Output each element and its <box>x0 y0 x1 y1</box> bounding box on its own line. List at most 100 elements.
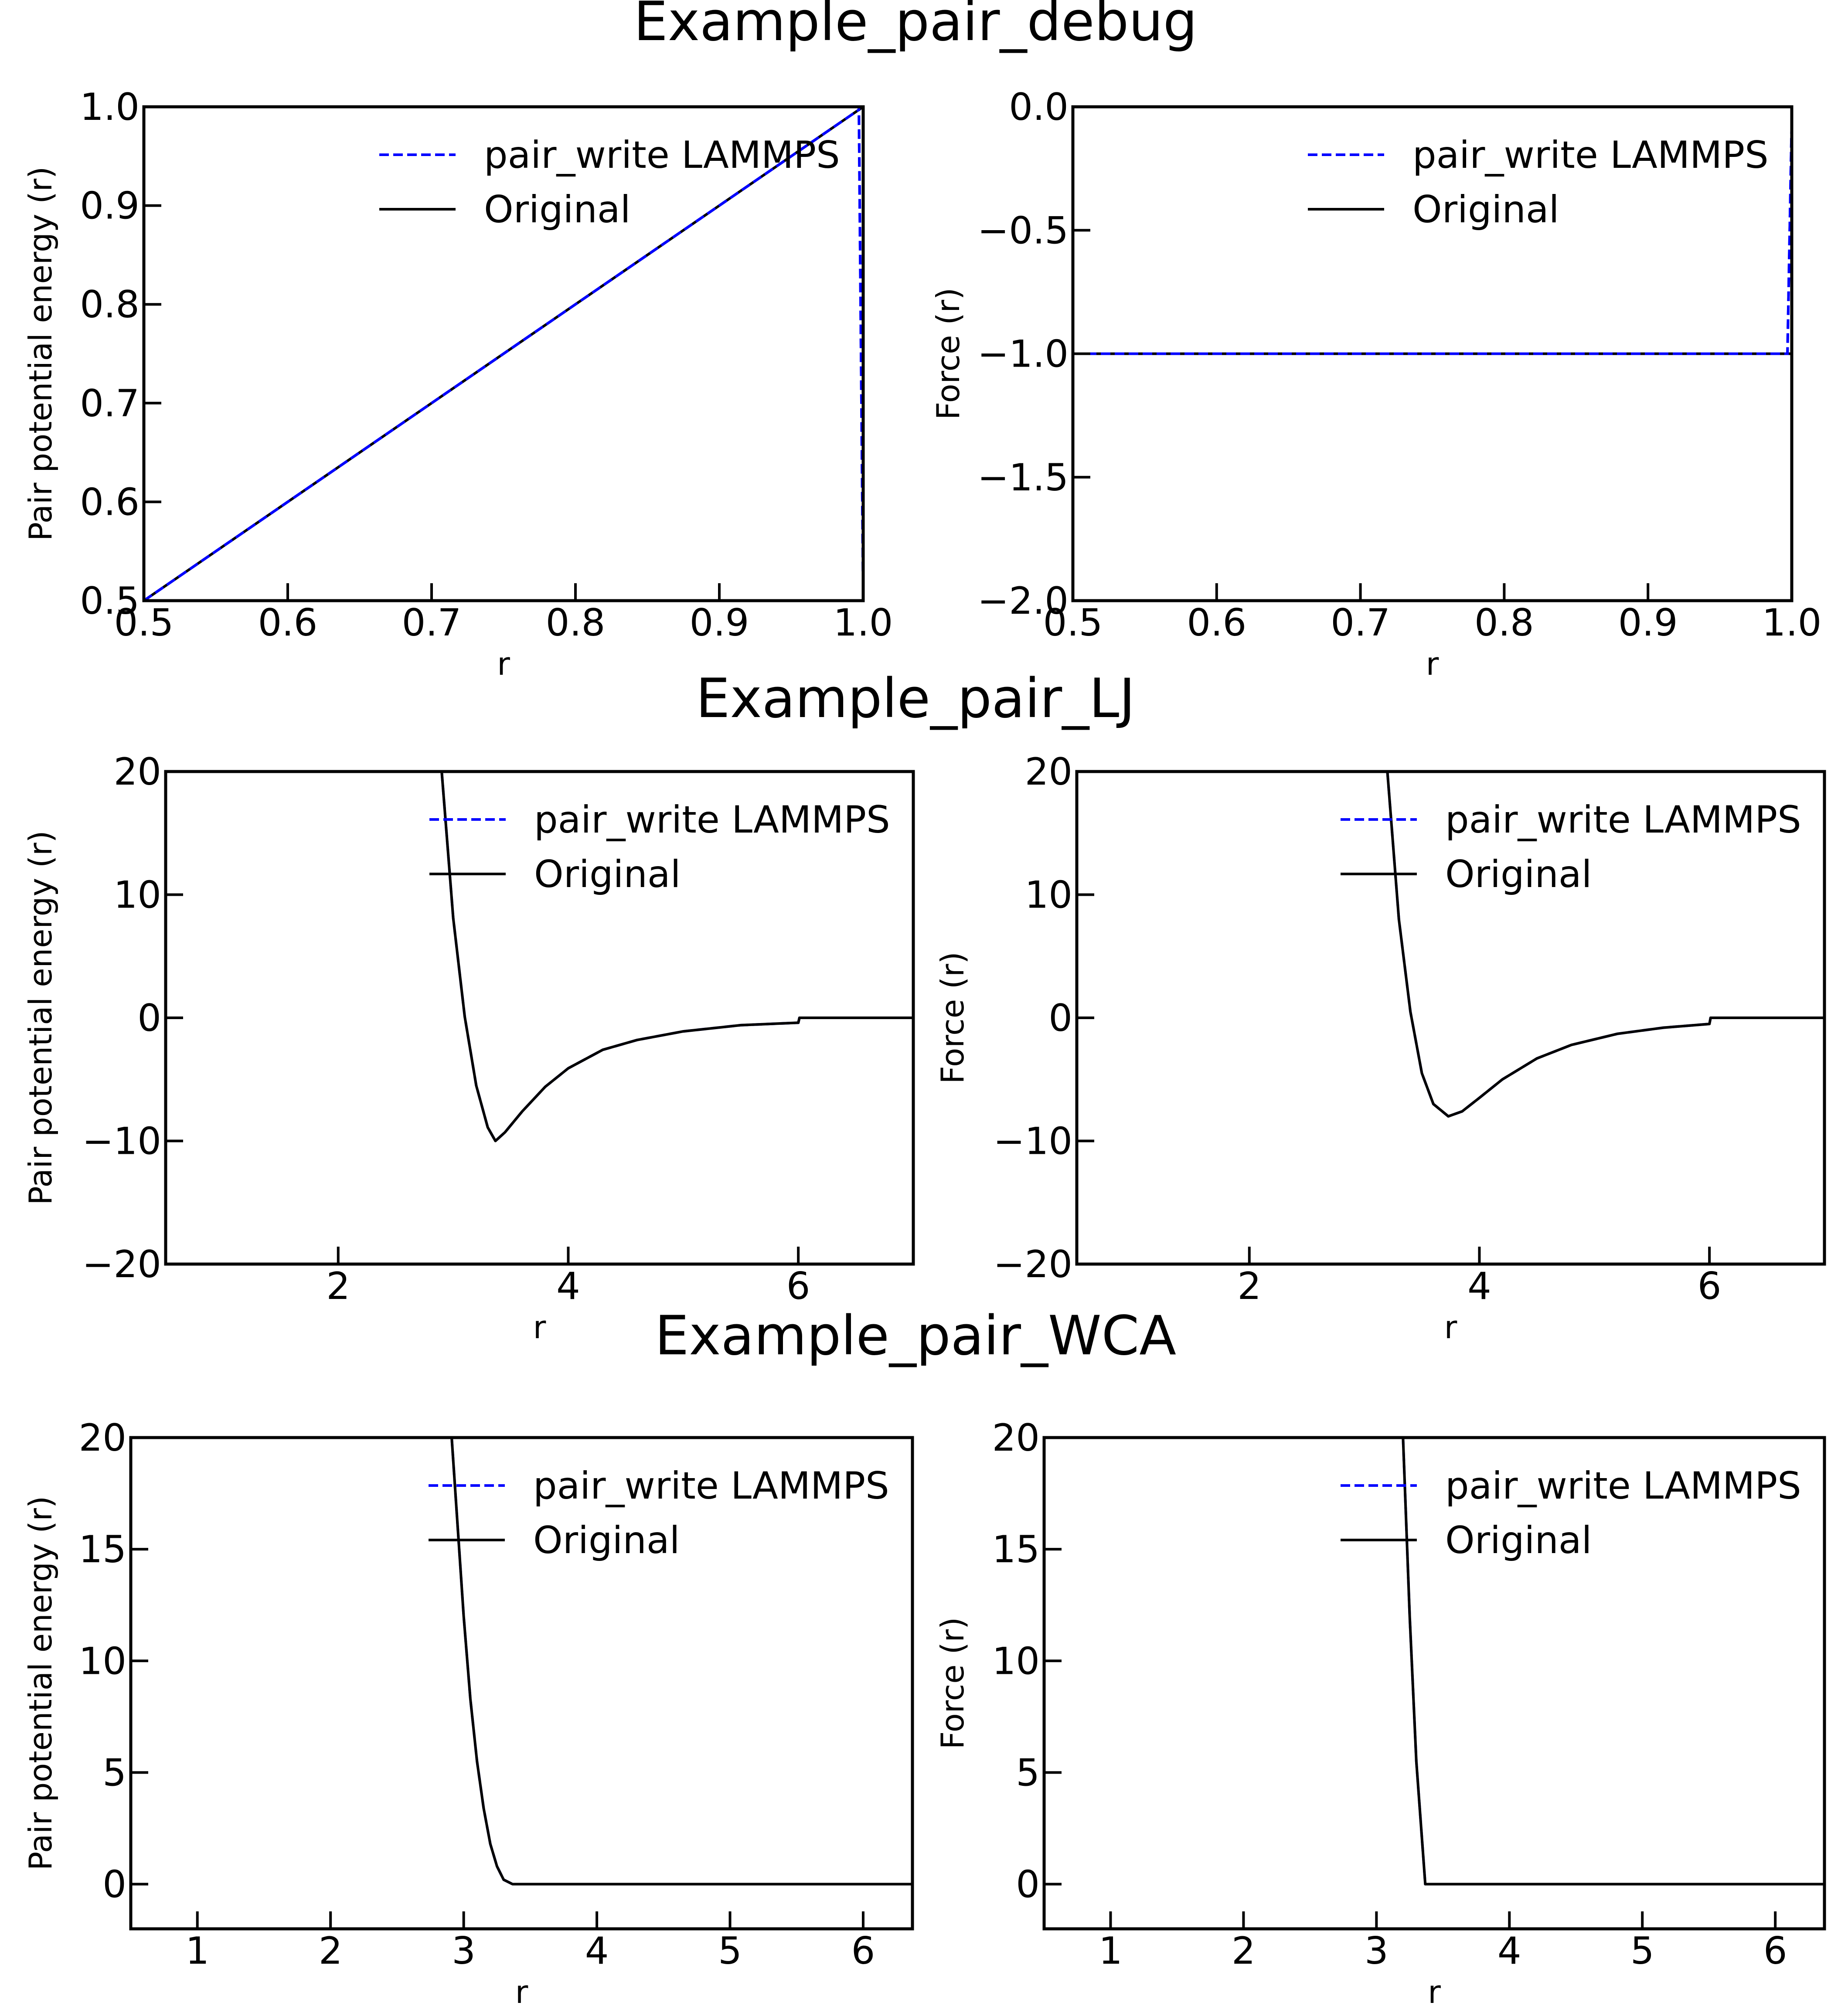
wca-energy-ytick-label: 0 <box>102 1863 126 1907</box>
lj-force-legend-label-lammps: pair_write LAMMPS <box>1445 798 1801 842</box>
debug-energy-ytick-label: 0.6 <box>80 480 140 524</box>
debug-energy-ytick-label: 0.9 <box>80 184 140 228</box>
wca-force-xtick-label: 2 <box>1232 1929 1256 1973</box>
lj-energy-xtick-label: 4 <box>556 1265 580 1308</box>
lj-energy-legend-label-original: Original <box>534 853 681 896</box>
wca-energy-axes-frame <box>129 1436 914 1931</box>
wca-energy-xtick-label: 1 <box>185 1929 209 1973</box>
debug-force-ytick-label: −0.5 <box>977 209 1069 252</box>
lj-force-series-original-line <box>1386 772 1824 1118</box>
debug-energy-ytick-label: 1.0 <box>80 85 140 129</box>
wca-energy-series-group <box>450 1438 912 1886</box>
debug-force-ytick-label: 0.0 <box>1009 85 1069 129</box>
lj-energy-ytick-label: 10 <box>114 874 161 917</box>
lj-force-xtick-label: 4 <box>1467 1265 1491 1308</box>
wca-force-legend-label-lammps: pair_write LAMMPS <box>1445 1464 1801 1508</box>
debug-force-plot: 0.5 0.6 0.7 0.8 0.9 1.0 −2.0 −1.5 −1.0 −0.5 0.0 r Fo… <box>930 85 1821 682</box>
wca-energy-legend-label-original: Original <box>533 1519 680 1562</box>
wca-energy-ytick-label: 5 <box>102 1751 126 1795</box>
debug-energy-series-original-line <box>144 107 863 601</box>
section-title-wca: Example_pair_WCA <box>655 1305 1176 1367</box>
lj-energy-legend-label-lammps: pair_write LAMMPS <box>534 798 890 842</box>
wca-energy-xtick-label: 4 <box>585 1929 609 1973</box>
wca-force-axes-frame <box>1042 1436 1826 1931</box>
debug-force-xtick-label: 1.0 <box>1762 601 1822 645</box>
wca-force-legend-label-original: Original <box>1445 1519 1592 1562</box>
wca-energy-series-original-line <box>450 1438 912 1886</box>
lj-energy-xtick-label: 2 <box>326 1265 350 1308</box>
debug-energy-legend-label-lammps: pair_write LAMMPS <box>484 133 840 177</box>
lj-energy-ylabel: Pair potential energy (r) <box>22 830 59 1205</box>
debug-force-xtick-label: 0.8 <box>1474 601 1534 645</box>
wca-energy-legend-label-lammps: pair_write LAMMPS <box>533 1464 889 1508</box>
wca-energy-ytick-label: 15 <box>79 1528 126 1571</box>
wca-force-xtick-label: 1 <box>1099 1929 1123 1973</box>
lj-force-ytick-label: 10 <box>1025 874 1072 917</box>
wca-force-ylabel: Force (r) <box>934 1617 971 1749</box>
wca-force-xtick-label: 5 <box>1630 1929 1654 1973</box>
debug-energy-ytick-label: 0.8 <box>80 283 140 326</box>
section-title-debug: Example_pair_debug <box>633 0 1197 53</box>
section-title-lj: Example_pair_LJ <box>696 667 1135 730</box>
debug-energy-xlabel: r <box>497 646 510 682</box>
debug-force-xtick-label: 0.7 <box>1331 601 1390 645</box>
wca-force-xtick-label: 3 <box>1365 1929 1389 1973</box>
wca-force-xtick-label: 6 <box>1763 1929 1787 1973</box>
lj-force-ytick-label: −10 <box>994 1120 1073 1163</box>
debug-energy-xtick-label: 0.6 <box>258 601 318 645</box>
debug-energy-xtick-label: 0.5 <box>114 601 174 645</box>
wca-energy-ytick-label: 10 <box>79 1639 126 1683</box>
wca-energy-xtick-label: 3 <box>452 1929 476 1973</box>
lj-force-legend-label-original: Original <box>1445 853 1592 896</box>
lj-energy-plot: 2 4 6 −20 −10 0 10 20 r Pair potential energy (r)… <box>22 750 915 1346</box>
debug-energy-plot: 0.5 0.6 0.7 0.8 0.9 1.0 0.5 0.6 0.7 0.8 0.9 1.0 r Pai… <box>22 85 893 682</box>
wca-force-ytick-label: 15 <box>992 1528 1040 1571</box>
wca-force-series-group <box>1402 1438 1824 1886</box>
wca-energy-xlabel: r <box>515 1974 528 2010</box>
debug-force-ytick-label: −1.0 <box>977 333 1069 376</box>
lj-energy-ytick-label: 20 <box>114 750 161 794</box>
wca-force-series-original-line <box>1402 1438 1824 1886</box>
lj-force-series-group <box>1386 772 1824 1118</box>
wca-force-ytick-label: 5 <box>1016 1751 1040 1795</box>
debug-force-ylabel: Force (r) <box>930 288 967 420</box>
lj-force-plot: 2 4 6 −20 −10 0 10 20 r Force (r) pair_write LAMMP… <box>934 750 1826 1346</box>
debug-force-xtick-label: 0.6 <box>1187 601 1246 645</box>
wca-force-xtick-label: 4 <box>1497 1929 1521 1973</box>
debug-force-legend-label-lammps: pair_write LAMMPS <box>1412 133 1769 177</box>
lj-energy-series-original-line <box>440 772 913 1142</box>
lj-energy-ytick-label: −20 <box>82 1243 162 1286</box>
debug-energy-ytick-label: 0.7 <box>80 382 140 425</box>
debug-energy-xtick-label: 1.0 <box>834 601 893 645</box>
wca-force-ytick-label: 20 <box>992 1416 1040 1460</box>
wca-energy-xtick-label: 2 <box>319 1929 343 1973</box>
wca-energy-ytick-label: 20 <box>79 1416 126 1460</box>
wca-force-plot: 1 2 3 4 5 6 0 5 10 15 20 r Force (r) pair_write LAMMP… <box>934 1416 1826 2010</box>
debug-force-ytick-label: −2.0 <box>977 579 1069 623</box>
lj-energy-ytick-label: −10 <box>82 1120 162 1163</box>
lj-energy-xlabel: r <box>533 1309 546 1346</box>
debug-force-legend-label-original: Original <box>1412 188 1559 231</box>
debug-energy-axes-frame <box>142 105 865 602</box>
lj-force-xtick-label: 6 <box>1698 1265 1722 1308</box>
debug-energy-ylabel: Pair potential energy (r) <box>22 167 59 541</box>
wca-force-ytick-label: 0 <box>1016 1863 1040 1907</box>
lj-energy-series-group <box>440 772 913 1142</box>
wca-force-ytick-label: 10 <box>992 1639 1040 1683</box>
lj-force-xlabel: r <box>1444 1309 1457 1346</box>
debug-energy-xtick-label: 0.7 <box>402 601 462 645</box>
lj-force-ytick-label: −20 <box>994 1243 1073 1286</box>
lj-force-xtick-label: 2 <box>1237 1265 1261 1308</box>
debug-force-ytick-label: −1.5 <box>977 456 1069 500</box>
wca-energy-ylabel: Pair potential energy (r) <box>22 1496 59 1871</box>
debug-energy-xtick-label: 0.9 <box>690 601 749 645</box>
wca-energy-xtick-label: 5 <box>718 1929 742 1973</box>
debug-force-xlabel: r <box>1426 646 1439 682</box>
lj-force-ytick-label: 0 <box>1048 996 1072 1040</box>
debug-energy-xtick-label: 0.8 <box>546 601 606 645</box>
debug-force-xtick-label: 0.9 <box>1618 601 1678 645</box>
lj-energy-xtick-label: 6 <box>786 1265 810 1308</box>
wca-energy-plot: 1 2 3 4 5 6 0 5 10 15 20 r Pair potential energy (r)… <box>22 1416 914 2010</box>
